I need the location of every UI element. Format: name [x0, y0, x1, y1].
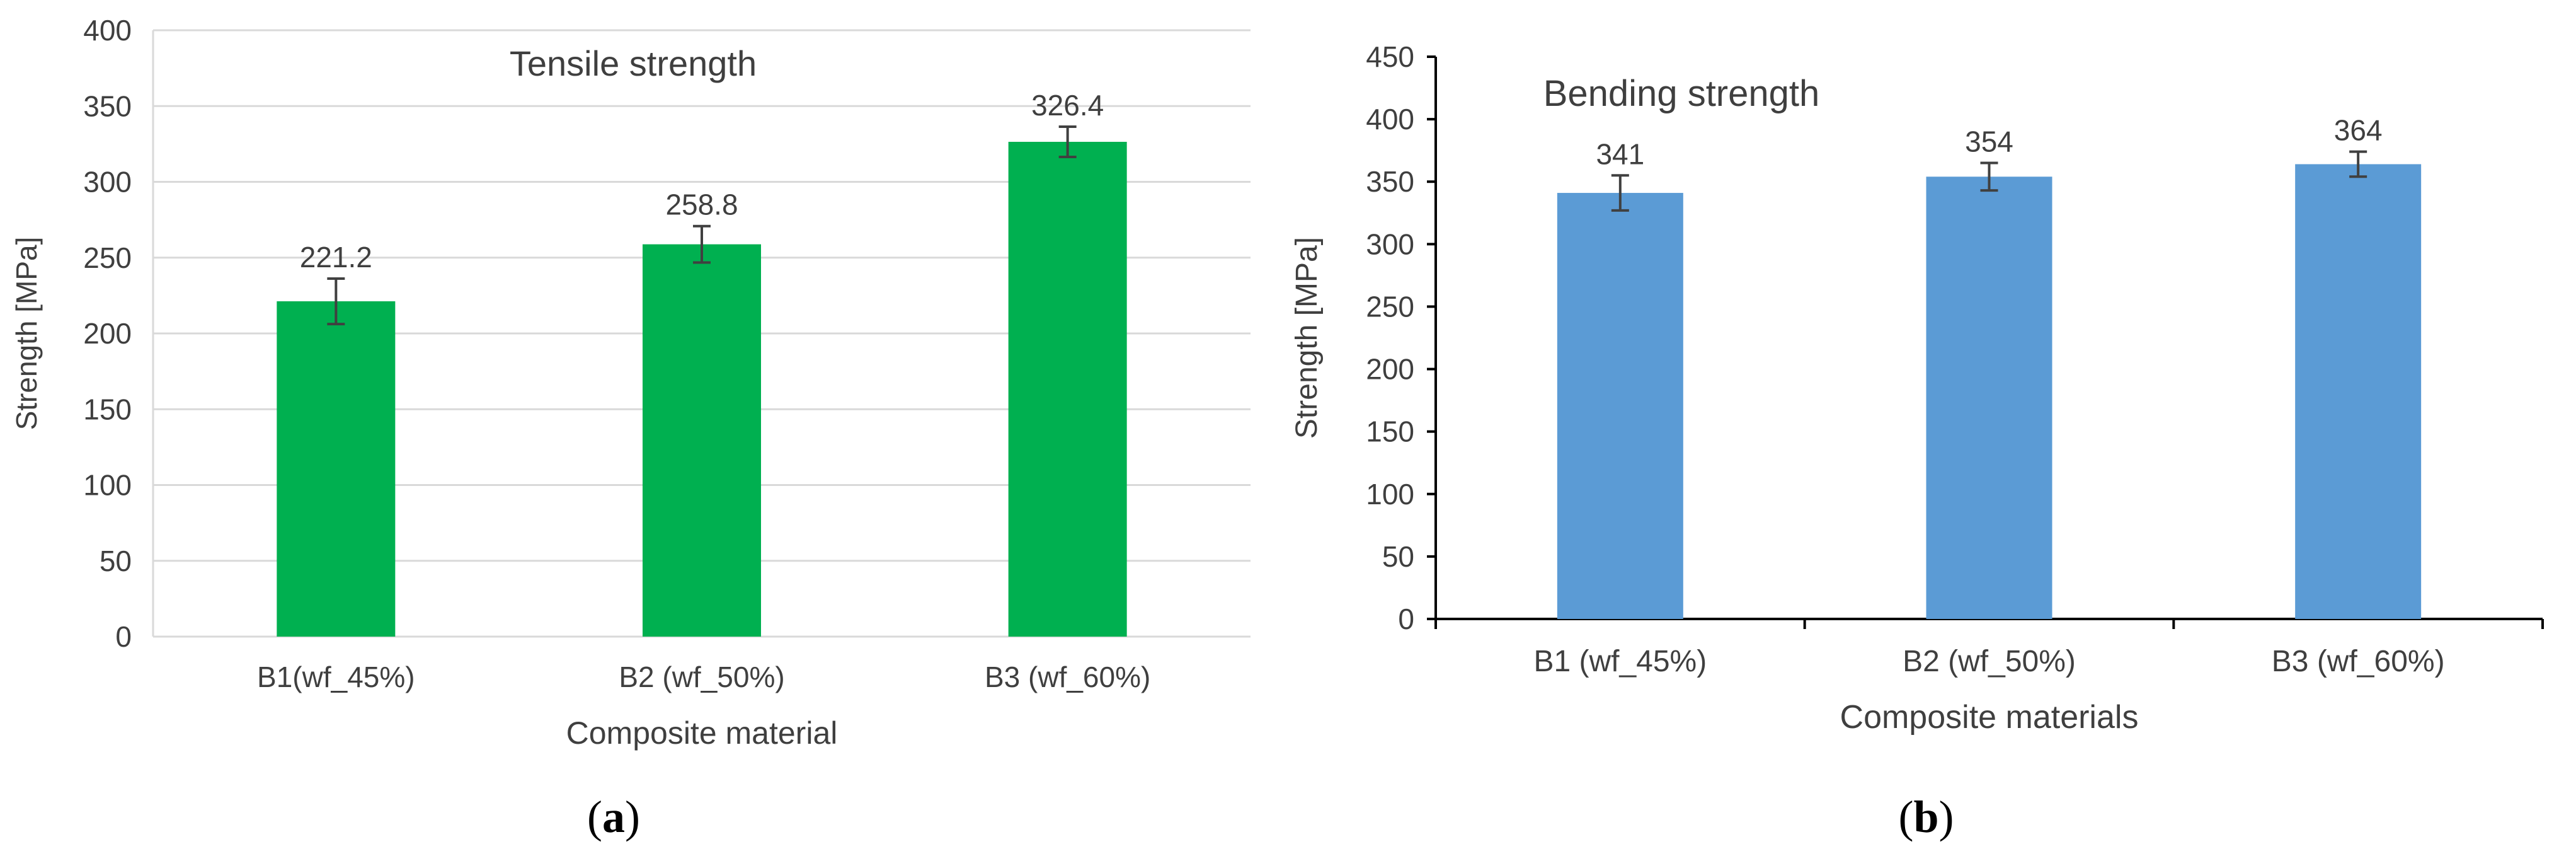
y-tick-label: 200 [1366, 353, 1414, 386]
data-label: 354 [1965, 125, 2013, 158]
y-tick-label: 150 [1366, 415, 1414, 448]
data-label: 221.2 [300, 241, 372, 274]
y-axis-label: Strength [MPa] [10, 237, 43, 430]
bending-strength-chart: 0 50 100 150 200 250 300 350 400 450 341 B1 (wf_45%… [1290, 40, 2544, 842]
bar [1557, 193, 1683, 619]
tensile-strength-chart: 0 50 100 150 200 250 300 350 400 221.2 B1(wf_45%) 2… [10, 14, 1251, 842]
panel-letter: b [1913, 792, 1938, 842]
y-tick-label: 0 [1398, 603, 1414, 635]
chart-title: Tensile strength [510, 43, 757, 83]
y-tick-label: 400 [83, 14, 132, 47]
bar [1926, 176, 2052, 619]
y-axis-label: Strength [MPa] [1290, 237, 1324, 439]
y-tick-label: 100 [1366, 478, 1414, 511]
bar [1008, 142, 1127, 637]
y-tick-label: 50 [1382, 540, 1414, 573]
data-label: 364 [2334, 114, 2383, 147]
data-label: 258.8 [665, 188, 738, 221]
y-tick-label: 300 [1366, 228, 1414, 260]
bar [643, 244, 761, 637]
x-category-label: B3 (wf_60%) [2272, 645, 2445, 678]
data-label: 326.4 [1031, 89, 1104, 122]
y-tick-label: 350 [1366, 165, 1414, 198]
chart-title: Bending strength [1543, 73, 1820, 114]
x-category-label: B2 (wf_50%) [1903, 645, 2076, 678]
x-category-label: B1(wf_45%) [257, 661, 415, 693]
y-tick-label: 100 [83, 469, 132, 502]
y-tick-label: 400 [1366, 103, 1414, 136]
panel-letter: a [602, 792, 625, 842]
y-tick-label: 450 [1366, 40, 1414, 73]
y-tick-label: 250 [83, 241, 132, 274]
y-tick-label: 0 [115, 620, 132, 653]
data-label: 341 [1596, 137, 1644, 170]
panel-caption: (b) [1898, 792, 1954, 842]
bar [277, 301, 396, 637]
y-tick-label: 150 [83, 393, 132, 425]
x-axis-label: Composite materials [1840, 699, 2139, 736]
y-tick-label: 200 [83, 317, 132, 350]
y-tick-label: 350 [83, 90, 132, 122]
panel-caption: (a) [587, 792, 640, 842]
x-category-label: B2 (wf_50%) [619, 661, 784, 693]
x-axis-label: Composite material [566, 715, 838, 751]
y-tick-label: 250 [1366, 290, 1414, 323]
bar [2295, 164, 2422, 620]
y-tick-label: 50 [100, 545, 132, 577]
x-category-label: B1 (wf_45%) [1533, 645, 1707, 678]
x-category-label: B3 (wf_60%) [985, 661, 1150, 693]
y-tick-label: 300 [83, 166, 132, 199]
